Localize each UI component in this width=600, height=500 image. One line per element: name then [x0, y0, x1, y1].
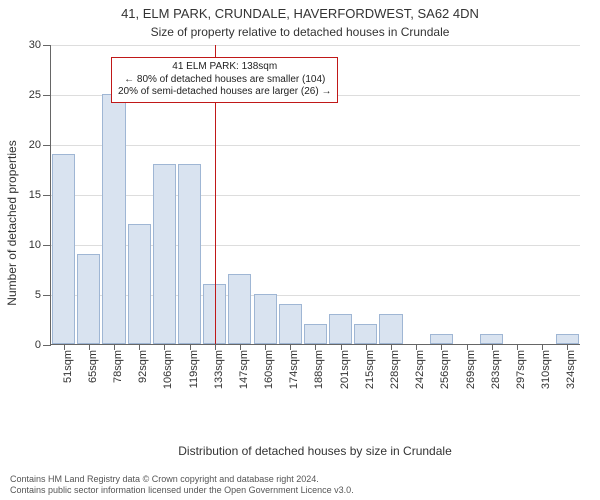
chart-container: 41, ELM PARK, CRUNDALE, HAVERFORDWEST, S…: [0, 0, 600, 500]
y-tick-label: 10: [29, 239, 41, 251]
bar-slot: 242sqm: [404, 45, 429, 344]
bar-slot: 51sqm: [51, 45, 76, 344]
bar: [178, 164, 201, 344]
footer-line2: Contains public sector information licen…: [10, 485, 590, 496]
bar-slot: 228sqm: [378, 45, 403, 344]
y-tick: [43, 245, 51, 246]
y-tick-label: 20: [29, 139, 41, 151]
plot: 05101520253051sqm65sqm78sqm92sqm106sqm11…: [50, 45, 580, 345]
bar: [254, 294, 277, 344]
bar: [52, 154, 75, 344]
x-tick-label: 133sqm: [213, 350, 225, 389]
x-tick-label: 51sqm: [62, 350, 74, 383]
x-tick-label: 201sqm: [339, 350, 351, 389]
bar: [228, 274, 251, 344]
y-tick: [43, 145, 51, 146]
x-tick-label: 215sqm: [364, 350, 376, 389]
x-tick-label: 160sqm: [263, 350, 275, 389]
x-tick-label: 242sqm: [414, 350, 426, 389]
bar: [556, 334, 579, 344]
x-tick-label: 283sqm: [490, 350, 502, 389]
bar-slot: 269sqm: [454, 45, 479, 344]
chart-title-line2: Size of property relative to detached ho…: [0, 23, 600, 39]
bar: [102, 94, 125, 344]
x-tick-label: 106sqm: [162, 350, 174, 389]
y-tick-label: 25: [29, 89, 41, 101]
x-tick-label: 256sqm: [439, 350, 451, 389]
y-tick: [43, 295, 51, 296]
bar-slot: 65sqm: [76, 45, 101, 344]
y-tick: [43, 345, 51, 346]
y-tick: [43, 45, 51, 46]
y-tick-label: 0: [35, 339, 41, 351]
x-tick-label: 174sqm: [288, 350, 300, 389]
x-tick-label: 324sqm: [565, 350, 577, 389]
bar: [279, 304, 302, 344]
x-tick-label: 228sqm: [389, 350, 401, 389]
bar-slot: 324sqm: [555, 45, 580, 344]
bar-slot: 215sqm: [353, 45, 378, 344]
y-tick: [43, 195, 51, 196]
x-tick-label: 310sqm: [540, 350, 552, 389]
bar: [128, 224, 151, 344]
x-tick-label: 297sqm: [515, 350, 527, 389]
x-tick-label: 92sqm: [137, 350, 149, 383]
footer-attribution: Contains HM Land Registry data © Crown c…: [10, 474, 590, 497]
plot-area: Number of detached properties 0510152025…: [50, 45, 580, 400]
y-tick-label: 30: [29, 39, 41, 51]
bar-slot: 256sqm: [429, 45, 454, 344]
x-tick-label: 65sqm: [87, 350, 99, 383]
bar: [430, 334, 453, 344]
bar: [329, 314, 352, 344]
bar: [153, 164, 176, 344]
bar: [379, 314, 402, 344]
bar-slot: 283sqm: [479, 45, 504, 344]
bar-slot: 297sqm: [504, 45, 529, 344]
bar-slot: 310sqm: [530, 45, 555, 344]
x-tick-label: 188sqm: [313, 350, 325, 389]
bar: [77, 254, 100, 344]
y-tick: [43, 95, 51, 96]
x-tick-label: 269sqm: [465, 350, 477, 389]
y-axis-label: Number of detached properties: [5, 140, 19, 305]
x-tick-label: 147sqm: [238, 350, 250, 389]
annotation-box: 41 ELM PARK: 138sqm← 80% of detached hou…: [111, 57, 338, 103]
bar: [304, 324, 327, 344]
annotation-line2: ← 80% of detached houses are smaller (10…: [118, 74, 331, 87]
chart-title-line1: 41, ELM PARK, CRUNDALE, HAVERFORDWEST, S…: [0, 0, 600, 23]
annotation-line1: 41 ELM PARK: 138sqm: [118, 61, 331, 74]
annotation-line3: 20% of semi-detached houses are larger (…: [118, 86, 331, 99]
bar: [354, 324, 377, 344]
y-tick-label: 15: [29, 189, 41, 201]
footer-line1: Contains HM Land Registry data © Crown c…: [10, 474, 590, 485]
x-tick-label: 119sqm: [188, 350, 200, 388]
bar: [480, 334, 503, 344]
x-tick-label: 78sqm: [112, 350, 124, 383]
x-axis-label: Distribution of detached houses by size …: [50, 444, 580, 458]
y-tick-label: 5: [35, 289, 41, 301]
